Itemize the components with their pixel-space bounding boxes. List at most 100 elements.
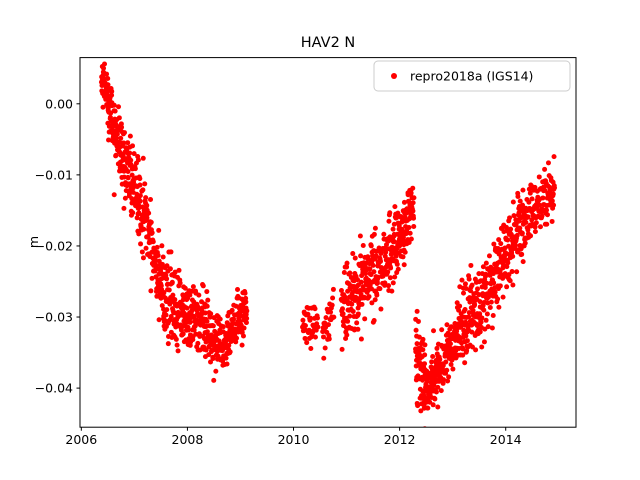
data-point: [164, 276, 170, 282]
data-point: [371, 269, 377, 275]
data-point: [371, 317, 377, 323]
data-point: [374, 292, 380, 298]
data-point: [487, 304, 493, 310]
x-tick-label: 2008: [172, 432, 204, 447]
data-point: [420, 336, 426, 342]
data-point: [386, 283, 392, 289]
data-point: [504, 284, 510, 290]
data-point: [414, 341, 420, 347]
data-point: [544, 221, 550, 227]
data-point: [140, 187, 146, 193]
data-point: [430, 402, 436, 408]
data-point: [378, 306, 384, 312]
data-point: [491, 280, 497, 286]
data-point: [358, 279, 364, 285]
data-point: [358, 253, 364, 259]
data-point: [481, 339, 487, 345]
data-point: [202, 310, 208, 316]
data-point: [129, 172, 135, 178]
data-point: [144, 215, 150, 221]
x-tick-label: 2014: [490, 432, 522, 447]
data-point: [387, 275, 393, 281]
data-point: [532, 229, 538, 235]
data-point: [127, 150, 133, 156]
data-point: [400, 234, 406, 240]
data-point: [362, 316, 368, 322]
data-point: [137, 176, 143, 182]
data-point: [149, 275, 155, 281]
data-point: [242, 290, 248, 296]
data-point: [325, 322, 331, 328]
data-point: [339, 346, 345, 352]
data-point: [174, 342, 180, 348]
data-point: [315, 324, 321, 330]
data-point: [410, 208, 416, 214]
data-point: [466, 273, 472, 279]
data-point: [122, 195, 128, 201]
data-point: [496, 304, 502, 310]
data-point: [244, 315, 250, 321]
data-point: [306, 335, 312, 341]
data-point: [483, 271, 489, 277]
data-point: [166, 287, 172, 293]
data-point: [220, 324, 226, 330]
data-point: [121, 205, 127, 211]
data-point: [416, 428, 421, 433]
data-point: [355, 311, 361, 317]
data-point: [347, 270, 353, 276]
data-point: [507, 278, 513, 284]
data-point: [111, 192, 117, 198]
data-point: [158, 283, 164, 289]
data-point: [195, 340, 201, 346]
data-point: [468, 288, 474, 294]
data-point: [550, 191, 556, 197]
data-point: [444, 322, 450, 328]
data-point: [106, 137, 112, 143]
data-point: [204, 289, 210, 295]
data-point: [204, 318, 210, 324]
data-point: [243, 299, 249, 305]
data-point: [504, 264, 510, 270]
data-point: [511, 213, 517, 219]
data-point: [406, 224, 412, 230]
x-tick-label: 2010: [278, 432, 310, 447]
scatter-points-layer: [98, 61, 558, 433]
data-point: [402, 249, 408, 255]
data-point: [392, 204, 398, 210]
data-point: [526, 199, 532, 205]
y-tick-label: −0.02: [35, 238, 73, 253]
data-point: [312, 334, 318, 340]
data-point: [132, 166, 138, 172]
data-point: [469, 329, 475, 335]
data-point: [545, 160, 551, 166]
data-point: [212, 328, 218, 334]
data-point: [394, 261, 400, 267]
data-point: [496, 237, 502, 243]
data-point: [137, 193, 143, 199]
data-point: [241, 325, 247, 331]
data-point: [148, 219, 154, 225]
x-tick-label: 2006: [65, 432, 97, 447]
data-point: [223, 355, 229, 361]
data-point: [358, 291, 364, 297]
data-point: [338, 288, 344, 293]
data-point: [231, 316, 237, 322]
data-point: [369, 300, 375, 306]
data-point: [498, 241, 504, 247]
data-point: [415, 318, 421, 324]
data-point: [180, 331, 186, 337]
data-point: [213, 368, 219, 374]
data-point: [387, 210, 393, 216]
data-point: [169, 279, 175, 285]
data-point: [168, 313, 174, 319]
data-point: [429, 359, 435, 365]
data-point: [312, 306, 318, 312]
y-tick-label: −0.01: [35, 167, 73, 182]
data-point: [478, 319, 484, 325]
data-point: [208, 359, 214, 365]
data-point: [322, 345, 328, 351]
y-tick-label: −0.04: [35, 381, 73, 396]
data-point: [378, 258, 384, 264]
data-point: [128, 157, 134, 163]
